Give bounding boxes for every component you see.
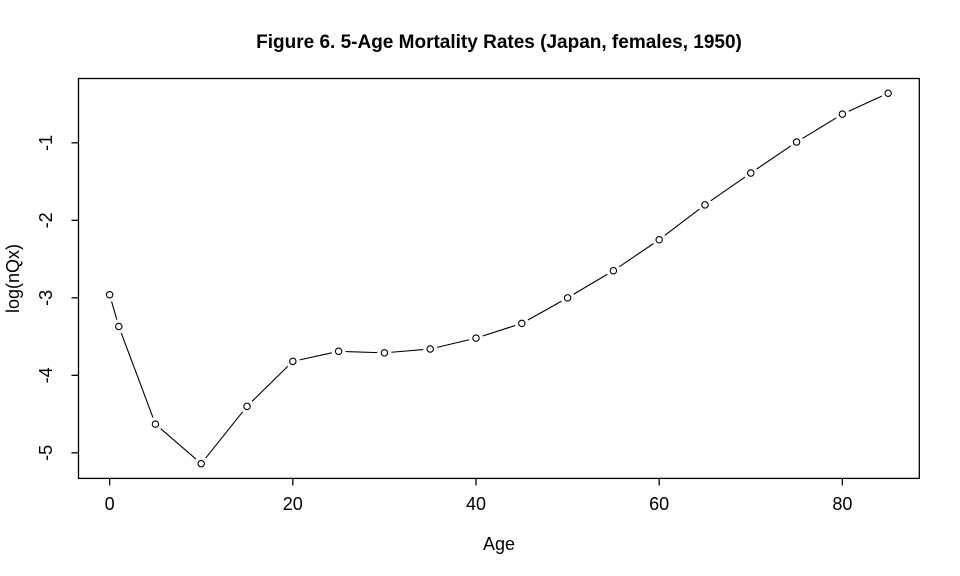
series-segment: [299, 352, 332, 361]
data-point: [518, 319, 526, 328]
series-segment: [205, 411, 244, 459]
y-tick-label: -1: [36, 135, 56, 151]
series-segment: [618, 243, 654, 268]
data-point: [838, 110, 847, 118]
data-point: [289, 357, 297, 366]
x-axis-label: Age: [483, 534, 515, 554]
y-tick-label: -2: [36, 212, 56, 228]
series-segment: [251, 365, 289, 402]
data-point: [105, 290, 114, 299]
series-segment: [160, 428, 197, 460]
x-tick-label: 40: [466, 494, 486, 514]
data-point: [151, 420, 160, 428]
data-point: [747, 169, 755, 177]
series-segment: [391, 349, 424, 353]
data-point: [243, 402, 251, 411]
y-axis-label: log(nQx): [3, 244, 23, 313]
data-point: [655, 235, 663, 244]
y-tick-label: -4: [36, 367, 56, 383]
data-point: [792, 138, 801, 146]
y-tick-label: -3: [36, 290, 56, 306]
data-point: [701, 201, 709, 209]
series-segment: [664, 208, 700, 236]
series-segment: [756, 145, 792, 170]
series-segment: [573, 273, 608, 295]
data-point: [426, 345, 434, 353]
data-point: [609, 266, 618, 275]
series-segment: [848, 95, 883, 112]
x-tick-label: 60: [649, 494, 669, 514]
series-segment: [710, 176, 746, 202]
data-point: [334, 347, 343, 356]
data-point: [197, 459, 205, 468]
plot-area: 0 20 40 60 80 -1 -2 -3 -4 -5: [36, 77, 920, 514]
series-segment: [802, 117, 837, 139]
x-tick-label: 20: [283, 494, 303, 514]
x-tick-label: 0: [105, 494, 115, 514]
chart-title: Figure 6. 5-Age Mortality Rates (Japan, …: [256, 32, 742, 53]
data-point: [884, 89, 892, 97]
data-point: [115, 322, 123, 331]
series-segment: [111, 301, 118, 320]
y-tick-label: -5: [36, 445, 56, 461]
series-segment: [120, 332, 154, 418]
series-segment: [482, 325, 516, 337]
data-point: [472, 334, 480, 342]
x-tick-label: 80: [832, 494, 852, 514]
data-point: [563, 294, 572, 302]
series-segment: [527, 300, 562, 321]
plot-border: [77, 77, 920, 480]
series-segment: [345, 350, 378, 354]
series-segment: [436, 339, 470, 348]
data-point: [380, 349, 389, 357]
